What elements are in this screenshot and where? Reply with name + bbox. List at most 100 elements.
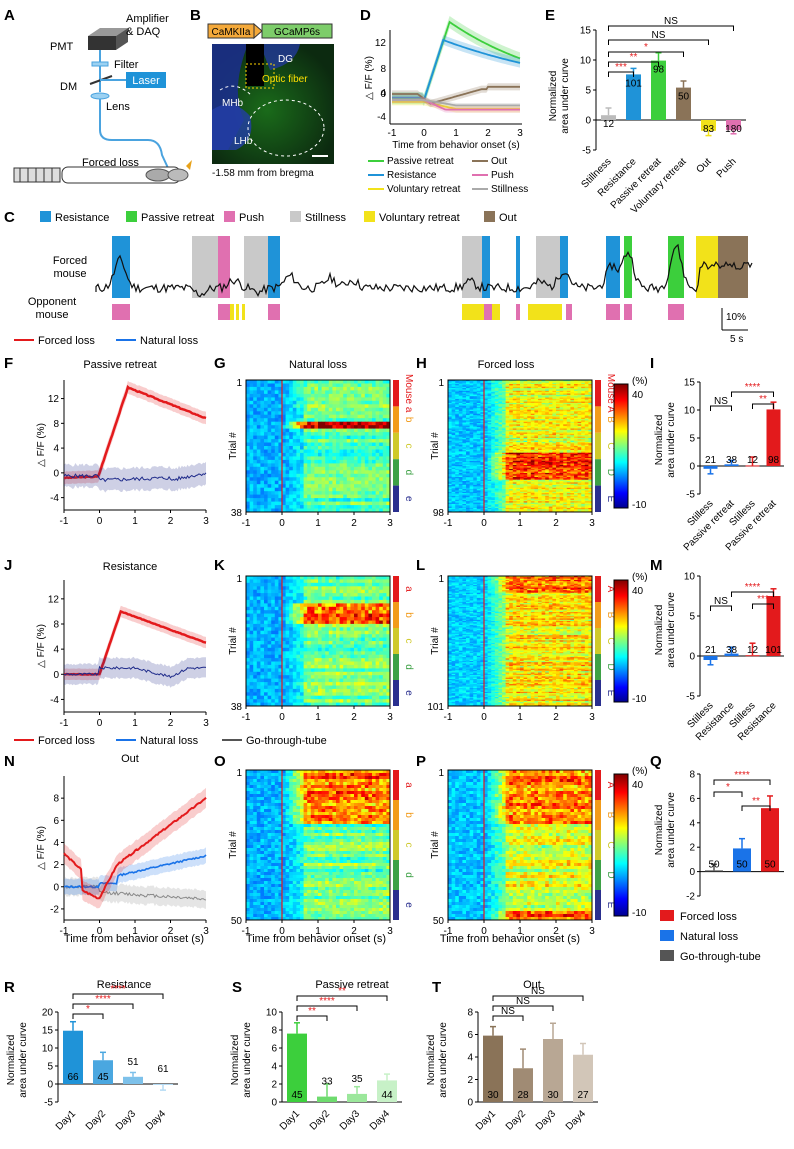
heat-cell — [311, 387, 315, 391]
heat-cell — [376, 408, 380, 412]
heat-cell — [343, 422, 347, 426]
heat-cell — [354, 488, 358, 492]
heat-cell — [368, 484, 372, 488]
heat-cell — [383, 453, 387, 457]
heat-cell — [332, 474, 336, 478]
heat-cell — [271, 401, 275, 405]
d-legend: Passive retreat Resistance Voluntary ret… — [368, 156, 528, 195]
heat-cell — [289, 415, 293, 419]
heat-cell — [372, 484, 376, 488]
heat-cell — [296, 411, 300, 415]
heat-cell — [358, 502, 362, 506]
heat-cell — [336, 408, 340, 412]
heat-cell — [376, 477, 380, 481]
heat-cell — [358, 401, 362, 405]
heat-cell — [358, 467, 362, 471]
heat-cell — [318, 453, 322, 457]
heat-cell — [329, 470, 333, 474]
heat-cell — [318, 394, 322, 398]
behavior-block — [624, 236, 632, 298]
heat-cell — [361, 443, 365, 447]
heat-cell — [296, 488, 300, 492]
heat-cell — [264, 470, 268, 474]
heat-cell — [365, 481, 369, 485]
heat-cell — [293, 470, 297, 474]
heat-cell — [361, 394, 365, 398]
heat-cell — [282, 394, 286, 398]
opponent-block — [242, 304, 245, 320]
heat-cell — [350, 470, 354, 474]
heat-cell — [329, 443, 333, 447]
heat-cell — [307, 429, 311, 433]
heat-cell — [358, 495, 362, 499]
heat-cell — [383, 408, 387, 412]
heat-cell — [354, 460, 358, 464]
heat-cell — [332, 502, 336, 506]
heat-cell — [350, 404, 354, 408]
heat-cell — [296, 401, 300, 405]
heat-cell — [383, 456, 387, 460]
heat-cell — [325, 422, 329, 426]
heat-cell — [368, 429, 372, 433]
behavior-blocks — [112, 236, 748, 320]
heat-cell — [376, 380, 380, 384]
heat-cell — [354, 390, 358, 394]
heat-cell — [347, 429, 351, 433]
heat-cell — [250, 415, 254, 419]
heat-cell — [365, 408, 369, 412]
heat-cell — [365, 446, 369, 450]
heat-cell — [304, 418, 308, 422]
heat-cell — [383, 415, 387, 419]
heat-cell — [250, 394, 254, 398]
heat-cell — [250, 498, 254, 502]
heat-cell — [311, 467, 315, 471]
heat-cell — [275, 470, 279, 474]
heat-cell — [325, 474, 329, 478]
heat-cell — [350, 446, 354, 450]
heat-cell — [246, 481, 250, 485]
heat-cell — [325, 460, 329, 464]
heat-cell — [253, 432, 257, 436]
heat-cell — [253, 502, 257, 506]
heat-cell — [293, 467, 297, 471]
heat-cell — [358, 436, 362, 440]
heat-cell — [268, 422, 272, 426]
heat-cell — [271, 387, 275, 391]
heat-cell — [350, 387, 354, 391]
heat-cell — [340, 418, 344, 422]
heat-cell — [368, 443, 372, 447]
heat-cell — [296, 460, 300, 464]
mouse-segment — [393, 380, 399, 406]
heat-cell — [372, 432, 376, 436]
heat-cell — [314, 418, 318, 422]
heat-cell — [318, 456, 322, 460]
opponent-block — [236, 304, 239, 320]
heat-cell — [322, 498, 326, 502]
heat-cell — [383, 422, 387, 426]
heat-cell — [286, 498, 290, 502]
heat-cell — [253, 453, 257, 457]
heat-cell — [358, 429, 362, 433]
mouse-label: b — [403, 417, 414, 423]
heat-cell — [264, 443, 268, 447]
heat-cell — [246, 390, 250, 394]
heat-cell — [379, 443, 383, 447]
heat-cell — [372, 387, 376, 391]
heat-cell — [372, 394, 376, 398]
heat-cell — [379, 401, 383, 405]
opponent-block — [606, 304, 620, 320]
heat-cell — [282, 467, 286, 471]
heat-cell — [343, 387, 347, 391]
heat-cell — [322, 443, 326, 447]
heat-cell — [325, 456, 329, 460]
heat-cell — [332, 429, 336, 433]
heat-cell — [271, 443, 275, 447]
heat-cell — [260, 422, 264, 426]
heat-cell — [300, 474, 304, 478]
heat-cell — [325, 380, 329, 384]
lens-icon — [91, 93, 109, 99]
heat-cell — [376, 488, 380, 492]
heat-cell — [361, 436, 365, 440]
heat-cell — [329, 460, 333, 464]
heat-cell — [329, 390, 333, 394]
